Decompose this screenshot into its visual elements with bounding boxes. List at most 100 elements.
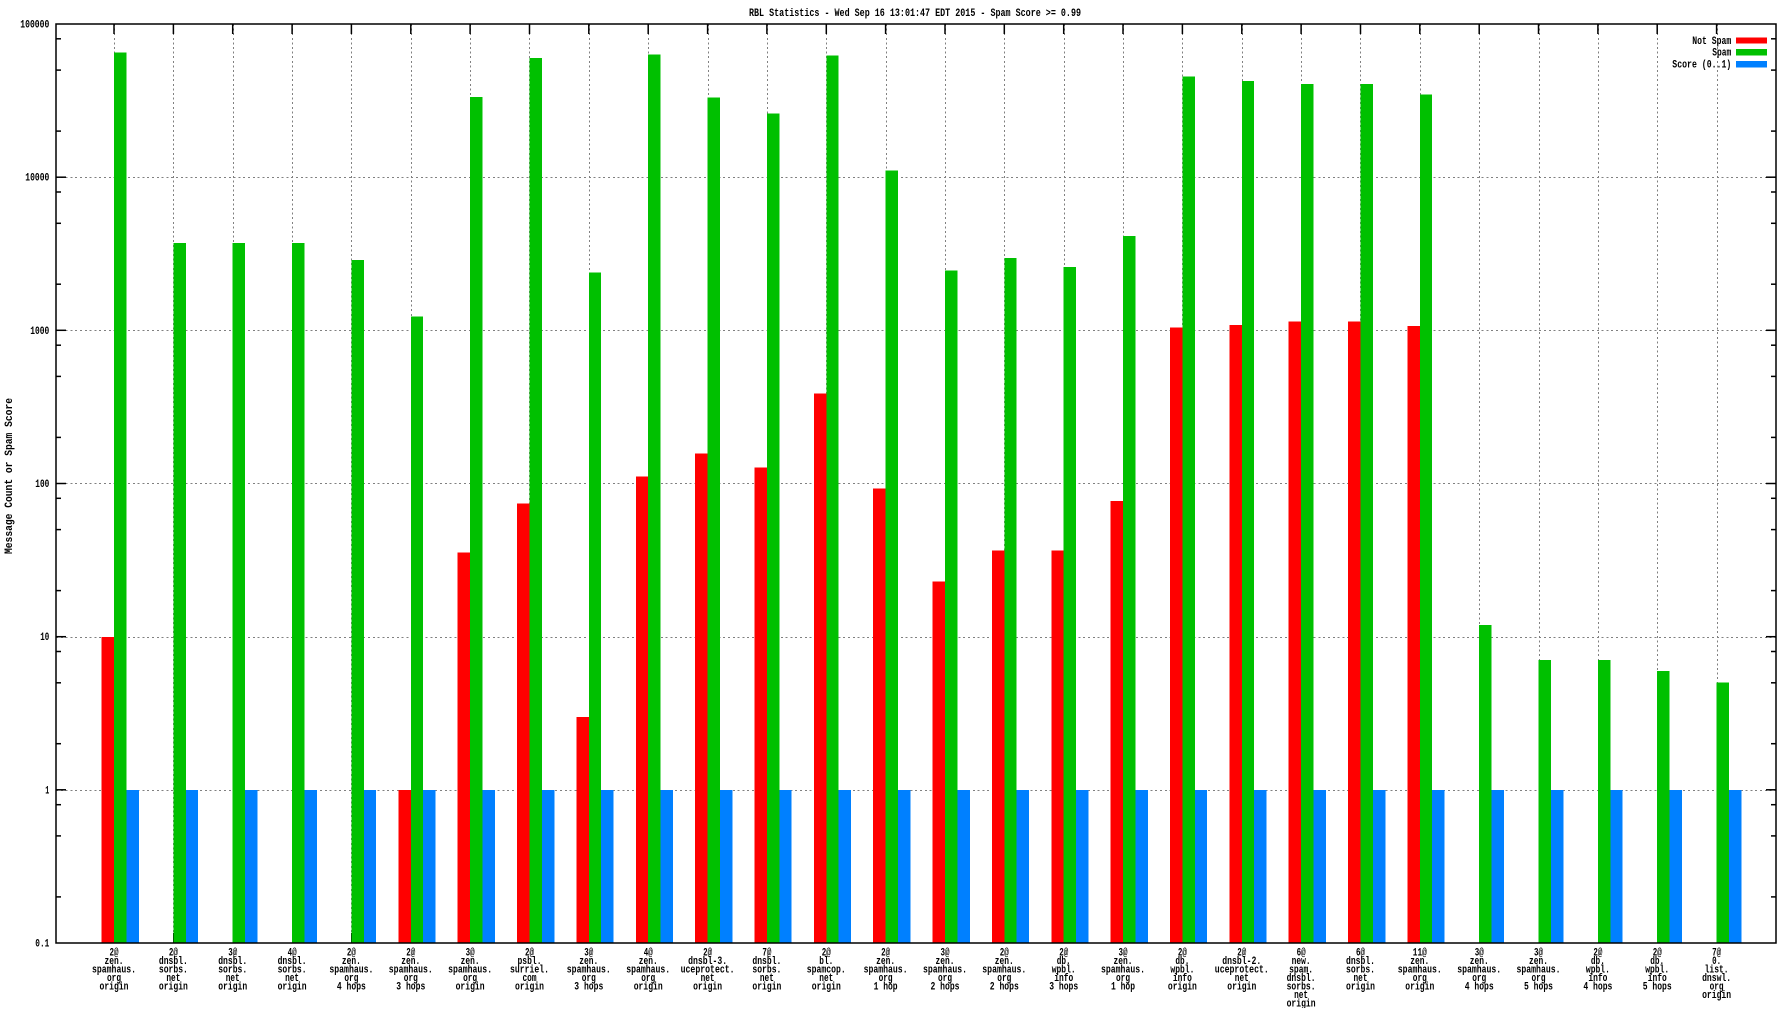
svg-text:zen.: zen. <box>1470 956 1489 968</box>
svg-text:info: info <box>1054 973 1073 985</box>
svg-text:4 hops: 4 hops <box>1465 982 1494 994</box>
svg-text:db.: db. <box>1175 956 1189 968</box>
svg-text:2@: 2@ <box>703 947 712 959</box>
svg-text:org: org <box>1413 973 1427 985</box>
svg-text:spamhaus.: spamhaus. <box>982 965 1026 977</box>
svg-text:dnsbl.: dnsbl. <box>218 956 247 968</box>
svg-text:db.: db. <box>1057 956 1071 968</box>
svg-text:net: net <box>226 973 240 985</box>
svg-text:dnsbl.: dnsbl. <box>1287 973 1316 985</box>
svg-text:zen.: zen. <box>876 956 895 968</box>
svg-text:zen.: zen. <box>639 956 658 968</box>
svg-text:10: 10 <box>40 632 49 644</box>
svg-text:2@: 2@ <box>1059 947 1068 959</box>
svg-text:2 hops: 2 hops <box>931 982 960 994</box>
svg-text:3@: 3@ <box>1119 947 1128 959</box>
svg-text:2@: 2@ <box>1178 947 1187 959</box>
svg-text:2@: 2@ <box>881 947 890 959</box>
svg-text:3@: 3@ <box>1475 947 1484 959</box>
svg-text:origin: origin <box>456 982 485 994</box>
svg-text:net: net <box>1235 973 1249 985</box>
svg-text:spamcop.: spamcop. <box>807 965 846 977</box>
svg-text:3 hops: 3 hops <box>574 982 603 994</box>
svg-text:wpbl.: wpbl. <box>1052 965 1076 977</box>
svg-text:5 hops: 5 hops <box>1643 982 1672 994</box>
svg-text:zen.: zen. <box>401 956 420 968</box>
svg-text:2@: 2@ <box>110 947 119 959</box>
svg-text:origin: origin <box>812 982 841 994</box>
svg-text:2@: 2@ <box>406 947 415 959</box>
svg-text:100000: 100000 <box>20 20 49 32</box>
svg-text:6@: 6@ <box>1356 947 1365 959</box>
svg-text:2@: 2@ <box>169 947 178 959</box>
svg-text:3 hops: 3 hops <box>396 982 425 994</box>
svg-text:10000: 10000 <box>25 173 49 185</box>
svg-text:origin: origin <box>515 982 544 994</box>
svg-text:origin: origin <box>752 982 781 994</box>
svg-text:sorbs.: sorbs. <box>1287 982 1316 994</box>
svg-text:4 hops: 4 hops <box>337 982 366 994</box>
svg-text:100: 100 <box>35 479 49 491</box>
svg-text:1: 1 <box>45 785 49 797</box>
svg-text:2@: 2@ <box>1593 947 1602 959</box>
svg-text:Spam: Spam <box>1712 48 1731 60</box>
svg-text:wpbl.: wpbl. <box>1645 965 1669 977</box>
svg-text:1 hop: 1 hop <box>1111 982 1135 994</box>
svg-text:dnswl.: dnswl. <box>1702 973 1731 985</box>
svg-text:sorbs.: sorbs. <box>278 965 307 977</box>
svg-text:origin: origin <box>278 982 307 994</box>
svg-text:2@: 2@ <box>1237 947 1246 959</box>
svg-text:sorbs.: sorbs. <box>159 965 188 977</box>
svg-text:dnsbl.: dnsbl. <box>1346 956 1375 968</box>
svg-text:Score (0..1): Score (0..1) <box>1672 60 1731 72</box>
svg-text:2@: 2@ <box>822 947 831 959</box>
svg-text:RBL Statistics - Wed Sep 16 13: RBL Statistics - Wed Sep 16 13:01:47 EDT… <box>749 8 1081 20</box>
svg-text:1 hop: 1 hop <box>874 982 898 994</box>
svg-text:11@: 11@ <box>1413 947 1427 959</box>
svg-text:sorbs.: sorbs. <box>1346 965 1375 977</box>
svg-text:net: net <box>819 973 833 985</box>
svg-text:dnsbl.: dnsbl. <box>159 956 188 968</box>
svg-text:zen.: zen. <box>579 956 598 968</box>
svg-text:spamhaus.: spamhaus. <box>923 965 967 977</box>
svg-text:spamhaus.: spamhaus. <box>389 965 433 977</box>
svg-text:Message Count or Spam Score: Message Count or Spam Score <box>4 398 16 554</box>
svg-text:db.: db. <box>1591 956 1605 968</box>
svg-text:sorbs.: sorbs. <box>218 965 247 977</box>
svg-text:dnsbl.: dnsbl. <box>752 956 781 968</box>
svg-text:spam.: spam. <box>1289 965 1313 977</box>
svg-text:wpbl.: wpbl. <box>1586 965 1610 977</box>
svg-text:net: net <box>1294 990 1308 1002</box>
svg-text:org: org <box>344 973 358 985</box>
svg-text:com: com <box>523 973 537 985</box>
svg-text:zen.: zen. <box>1410 956 1429 968</box>
svg-text:org: org <box>107 973 121 985</box>
svg-text:0.1: 0.1 <box>35 939 49 951</box>
svg-text:zen.: zen. <box>936 956 955 968</box>
svg-text:3@: 3@ <box>466 947 475 959</box>
svg-text:2@: 2@ <box>347 947 356 959</box>
svg-text:sorbs.: sorbs. <box>752 965 781 977</box>
svg-text:zen.: zen. <box>995 956 1014 968</box>
svg-text:info: info <box>1173 973 1192 985</box>
svg-text:spamhaus.: spamhaus. <box>626 965 670 977</box>
svg-text:0.: 0. <box>1712 956 1721 968</box>
svg-text:origin: origin <box>159 982 188 994</box>
svg-text:spamhaus.: spamhaus. <box>1457 965 1501 977</box>
svg-text:4 hops: 4 hops <box>1583 982 1612 994</box>
svg-text:bl.: bl. <box>819 956 833 968</box>
svg-text:origin: origin <box>1168 982 1197 994</box>
svg-text:dnsbl-3.: dnsbl-3. <box>688 956 727 968</box>
svg-text:db.: db. <box>1650 956 1664 968</box>
svg-text:net: net <box>1354 973 1368 985</box>
svg-text:spamhaus.: spamhaus. <box>1398 965 1442 977</box>
svg-text:org: org <box>582 973 596 985</box>
svg-text:2@: 2@ <box>1653 947 1662 959</box>
svg-text:3@: 3@ <box>1534 947 1543 959</box>
svg-text:spamhaus.: spamhaus. <box>1517 965 1561 977</box>
svg-text:wpbl.: wpbl. <box>1170 965 1194 977</box>
svg-text:uceprotect.: uceprotect. <box>681 965 735 977</box>
svg-text:info: info <box>1588 973 1607 985</box>
svg-text:origin: origin <box>1405 982 1434 994</box>
svg-text:list.: list. <box>1705 965 1729 977</box>
